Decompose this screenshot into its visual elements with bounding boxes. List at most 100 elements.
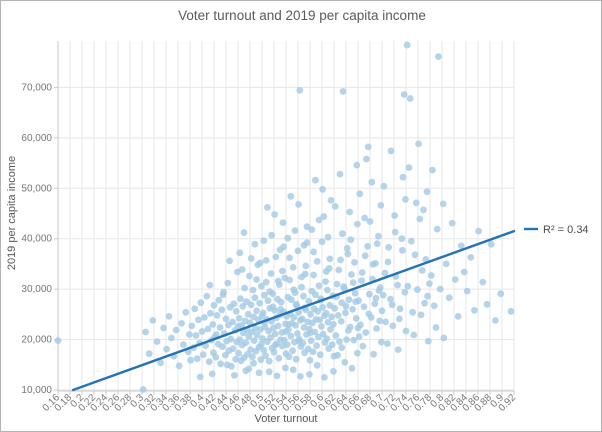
scatter-point <box>251 294 259 302</box>
scatter-point <box>313 361 321 369</box>
scatter-point <box>323 335 331 342</box>
scatter-point <box>149 317 157 324</box>
scatter-point <box>435 53 442 60</box>
scatter-point <box>310 271 317 279</box>
scatter-point <box>265 357 273 365</box>
scatter-point <box>426 280 433 287</box>
scatter-point <box>258 340 265 348</box>
scatter-point <box>342 302 350 310</box>
scatter-point <box>327 197 335 204</box>
scatter-point <box>193 355 201 363</box>
scatter-point <box>305 297 313 305</box>
scatter-point <box>163 345 171 353</box>
scatter-point <box>327 326 334 333</box>
scatter-point <box>334 351 341 359</box>
scatter-point <box>238 266 246 273</box>
scatter-point <box>334 312 342 319</box>
scatter-point <box>362 329 370 336</box>
scatter-point <box>389 322 397 330</box>
scatter-point <box>335 266 343 274</box>
scatter-point <box>307 337 315 344</box>
legend[interactable]: R² = 0.34 <box>524 224 589 236</box>
scatter-point <box>340 283 347 290</box>
scatter-point <box>229 318 237 326</box>
scatter-point <box>375 287 383 294</box>
scatter-point <box>319 303 326 311</box>
scatter-point <box>286 254 293 262</box>
scatter-point <box>405 164 413 172</box>
trend-line <box>71 229 516 392</box>
scatter-point <box>357 321 364 329</box>
scatter-point <box>253 276 260 283</box>
scatter-point <box>414 286 421 293</box>
scatter-point <box>440 334 448 342</box>
scatter-point <box>403 41 411 49</box>
scatter-point <box>208 370 216 378</box>
scatter-point <box>207 309 214 317</box>
scatter-point <box>457 242 465 250</box>
scatter-point <box>432 324 440 331</box>
scatter-point <box>290 314 298 321</box>
scatter-point <box>358 277 365 284</box>
scatter-point <box>351 289 359 297</box>
scatter-point <box>387 295 394 303</box>
scatter-point <box>247 301 255 309</box>
scatter-point <box>226 257 234 265</box>
scatter-point <box>332 332 340 339</box>
scatter-point <box>264 297 272 305</box>
y-tick-marks <box>54 86 58 391</box>
scatter-point <box>487 240 495 248</box>
scatter-point <box>371 300 379 308</box>
scatter-point <box>271 341 279 349</box>
scatter-point <box>199 351 207 359</box>
scatter-point <box>345 296 353 304</box>
scatter-point <box>249 286 257 294</box>
scatter-point <box>346 208 353 216</box>
scatter-point <box>328 313 335 321</box>
scatter-point <box>210 301 218 309</box>
scatter-point <box>265 368 273 376</box>
scatter-point <box>337 256 344 264</box>
scatter-point <box>287 332 295 340</box>
scatter-point <box>318 323 325 330</box>
scatter-point <box>497 290 505 298</box>
scatter-point <box>479 278 487 286</box>
scatter-point <box>324 319 332 326</box>
scatter-point <box>271 330 279 338</box>
scatter-point <box>218 306 226 314</box>
scatter-point <box>239 302 247 310</box>
scatter-point <box>319 330 327 338</box>
scatter-point <box>289 366 297 374</box>
scatter-point <box>280 243 287 251</box>
scatter-point <box>286 276 293 284</box>
scatter-point <box>475 227 482 235</box>
scatter-point <box>312 176 319 184</box>
scatter-point <box>361 252 369 260</box>
scatter-point <box>294 247 302 255</box>
scatter-point <box>471 306 478 314</box>
scatter-point <box>373 240 381 248</box>
scatter-point <box>391 228 399 236</box>
scatter-point <box>379 291 387 299</box>
scatter-point <box>348 364 356 372</box>
scatter-point <box>175 362 183 370</box>
scatter-point <box>377 202 385 209</box>
scatter-point <box>410 331 418 339</box>
scatter-point <box>282 364 289 372</box>
scatter-point <box>292 355 300 363</box>
scatter-point <box>243 298 250 306</box>
scatter-point <box>315 282 323 289</box>
scatter-point <box>324 233 332 241</box>
scatter-point <box>404 282 412 290</box>
scatter-point <box>368 178 376 186</box>
scatter-point <box>186 331 193 338</box>
scatter-point <box>54 337 62 344</box>
scatter-point <box>246 272 253 280</box>
scatter-point <box>402 196 409 203</box>
scatter-point <box>275 354 283 362</box>
scatter-point <box>416 215 424 223</box>
y-tick-label: 40,000 <box>21 234 52 245</box>
scatter-point <box>331 203 339 210</box>
scatter-point <box>216 324 224 331</box>
scatter-point <box>287 192 295 200</box>
